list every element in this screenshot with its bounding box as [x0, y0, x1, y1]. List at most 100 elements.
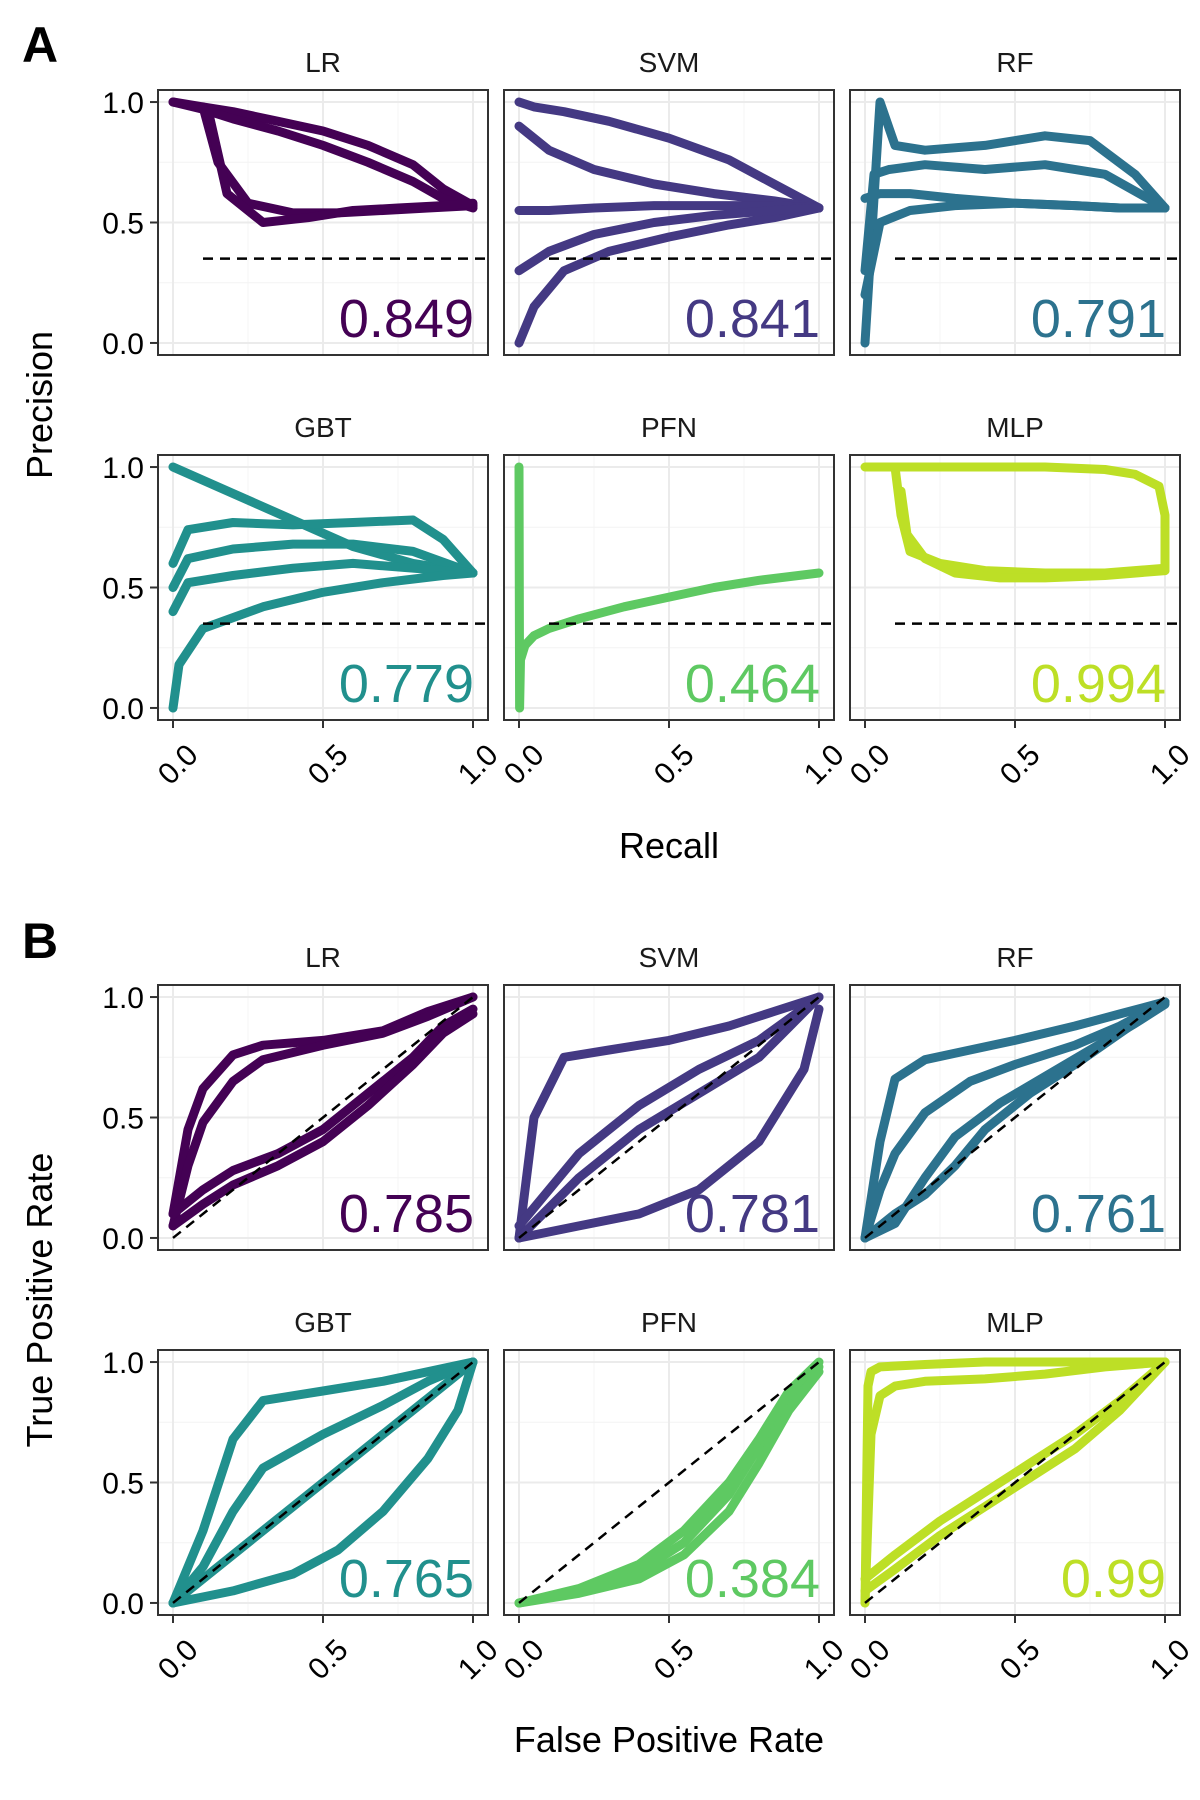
curve-line — [860, 1357, 1170, 1584]
facet-svm: SVM 0.781 — [503, 942, 835, 1251]
y-tick-label: 0.5 — [102, 1468, 144, 1501]
x-tick-label: 0.0 — [498, 738, 551, 791]
curve-line — [514, 992, 824, 1231]
auc-value: 0.765 — [339, 1549, 474, 1609]
x-tick-label: 0.5 — [994, 738, 1047, 791]
curve-line — [514, 1367, 824, 1608]
curve-group — [168, 992, 478, 1231]
panel-letter: A — [22, 17, 58, 73]
chance-diagonal-line — [864, 996, 1166, 1239]
curve-line — [514, 1004, 824, 1243]
panel-border — [503, 984, 835, 1251]
x-tick-label: 1.0 — [1144, 1633, 1197, 1686]
y-axis-title: True Positive Rate — [19, 1153, 60, 1448]
y-tick-label: 0.5 — [102, 573, 144, 606]
x-tick-label: 0.0 — [152, 738, 205, 791]
curve-line — [168, 539, 478, 592]
auc-value: 0.781 — [685, 1184, 820, 1244]
curve-group — [860, 462, 1170, 583]
facet-title: MLP — [986, 412, 1044, 443]
curve-line — [168, 1357, 478, 1608]
curve-line — [514, 1357, 824, 1608]
x-axis-title: Recall — [619, 825, 719, 866]
auc-value: 0.785 — [339, 1184, 474, 1244]
auc-value: 0.994 — [1031, 654, 1166, 714]
y-tick-label: 1.0 — [102, 452, 144, 485]
curve-line — [860, 997, 1170, 1243]
auc-value: 0.761 — [1031, 1184, 1166, 1244]
facet-svm: SVM 0.841 — [503, 47, 835, 356]
facet-title: GBT — [294, 412, 352, 443]
facet-title: PFN — [641, 412, 697, 443]
panel-letter: B — [22, 913, 58, 969]
curve-line — [860, 997, 1170, 1243]
curve-line — [514, 201, 824, 215]
curve-group — [514, 97, 824, 348]
curve-line — [204, 109, 478, 227]
x-tick-label: 0.0 — [844, 1633, 897, 1686]
facet-title: RF — [996, 47, 1033, 78]
facet-title: RF — [996, 942, 1033, 973]
curve-line — [168, 568, 478, 713]
curve-line — [896, 486, 1170, 583]
panel-border — [503, 89, 835, 356]
x-tick-label: 0.5 — [648, 738, 701, 791]
chance-diagonal-line — [518, 1361, 820, 1604]
curve-line — [514, 121, 824, 213]
chance-diagonal-line — [172, 996, 474, 1239]
facet-pfn: PFN 0.384 0.0 0.5 1.0 — [498, 1307, 851, 1686]
auc-value: 0.779 — [339, 654, 474, 714]
panel-border — [849, 984, 1181, 1251]
facet-title: LR — [305, 942, 341, 973]
x-tick-label: 1.0 — [452, 738, 505, 791]
auc-value: 0.841 — [685, 289, 820, 349]
x-tick-label: 1.0 — [1144, 738, 1197, 791]
facet-mlp: MLP 0.99 0.0 0.5 1.0 — [844, 1307, 1197, 1686]
y-tick-label: 0.5 — [102, 1103, 144, 1136]
curve-group — [860, 1357, 1170, 1608]
curve-line — [168, 1009, 478, 1231]
facet-gbt: GBT 0.779 0.0 0.5 1.0 0.0 0.5 1.0 — [102, 412, 504, 791]
curve-line — [168, 1357, 478, 1608]
curve-group — [168, 1357, 478, 1608]
facet-title: SVM — [639, 47, 700, 78]
auc-value: 0.464 — [685, 654, 820, 714]
x-tick-label: 0.0 — [498, 1633, 551, 1686]
curve-line — [860, 1357, 1170, 1608]
curve-line — [514, 203, 824, 276]
chance-diagonal-line — [172, 1361, 474, 1604]
x-tick-label: 0.0 — [152, 1633, 205, 1686]
x-tick-label: 0.0 — [844, 738, 897, 791]
x-tick-label: 0.5 — [648, 1633, 701, 1686]
facet-pfn: PFN 0.464 0.0 0.5 1.0 — [498, 412, 851, 791]
curve-line — [168, 558, 478, 617]
facet-mlp: MLP 0.994 0.0 0.5 1.0 — [844, 412, 1197, 791]
curve-line — [514, 992, 824, 1243]
curve-group — [514, 462, 824, 713]
facet-title: SVM — [639, 942, 700, 973]
auc-value: 0.384 — [685, 1549, 820, 1609]
x-tick-label: 1.0 — [452, 1633, 505, 1686]
y-tick-label: 1.0 — [102, 87, 144, 120]
x-tick-label: 0.5 — [994, 1633, 1047, 1686]
curve-line — [514, 462, 824, 713]
facet-lr: LR 0.849 0.0 0.5 1.0 — [102, 47, 489, 361]
y-tick-label: 0.5 — [102, 208, 144, 241]
curve-group — [514, 1357, 824, 1608]
curve-line — [168, 1357, 478, 1608]
curve-line — [514, 203, 824, 348]
facet-title: PFN — [641, 1307, 697, 1338]
curve-line — [860, 189, 1170, 213]
y-tick-label: 1.0 — [102, 982, 144, 1015]
chance-diagonal-line — [518, 996, 820, 1239]
curve-line — [514, 992, 824, 1243]
curve-line — [168, 992, 478, 1231]
facet-gbt: GBT 0.765 0.0 0.5 1.0 0.0 0.5 1.0 — [102, 1307, 504, 1686]
curve-line — [860, 1357, 1170, 1608]
x-tick-label: 0.5 — [302, 738, 355, 791]
facet-title: GBT — [294, 1307, 352, 1338]
y-tick-label: 0.0 — [102, 1223, 144, 1256]
panel-border — [849, 89, 1181, 356]
facet-title: MLP — [986, 1307, 1044, 1338]
